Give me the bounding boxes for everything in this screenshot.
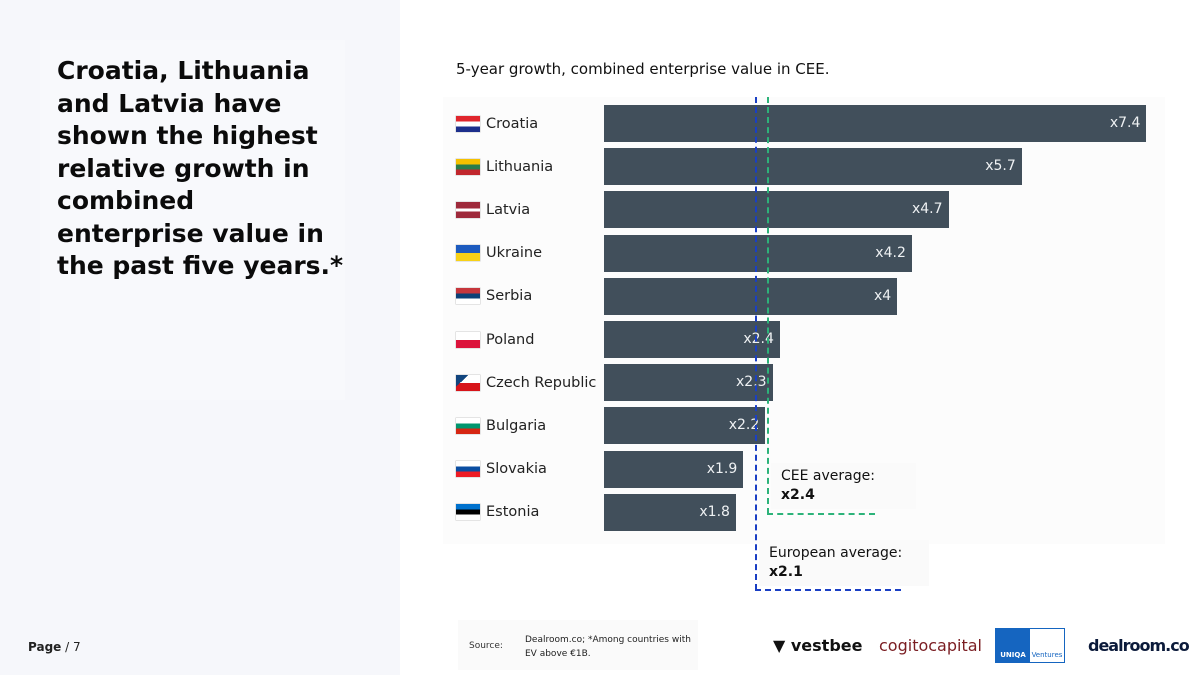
category-label: Czech Republic xyxy=(456,364,596,401)
data-label: x4.7 xyxy=(911,201,943,218)
bar: x7.4 xyxy=(604,105,1147,142)
cee-average-value: x2.4 xyxy=(781,487,815,503)
category-label: Serbia xyxy=(456,278,532,315)
serbia-flag-icon xyxy=(456,288,480,305)
latvia-flag-icon xyxy=(456,201,480,218)
uniqa-ventures-logo: UNIQA Ventures xyxy=(995,628,1065,663)
category-label: Slovakia xyxy=(456,451,547,488)
category-label: Lithuania xyxy=(456,148,553,185)
european-average-title: European average: xyxy=(769,545,903,561)
category-label: Latvia xyxy=(456,191,530,228)
category-name: Slovakia xyxy=(486,461,547,478)
cee-average-connector xyxy=(767,513,875,515)
bar: x2.4 xyxy=(604,321,780,358)
category-label: Poland xyxy=(456,321,534,358)
headline-card xyxy=(40,40,345,400)
bar: x4.7 xyxy=(604,191,949,229)
ukraine-flag-icon xyxy=(456,245,480,262)
data-label: x5.7 xyxy=(985,158,1016,175)
headline: Croatia, Lithuania and Latvia have shown… xyxy=(57,56,344,280)
estonia-flag-icon xyxy=(456,504,480,521)
category-name: Lithuania xyxy=(486,158,554,175)
category-name: Estonia xyxy=(486,504,540,521)
vestbee-logo: ▼ vestbee xyxy=(773,636,863,655)
page-number: / 7 xyxy=(65,640,81,654)
european-average-line xyxy=(755,97,757,590)
category-label: Ukraine xyxy=(456,235,542,272)
slovakia-flag-icon xyxy=(456,461,480,478)
data-label: x4.2 xyxy=(875,244,906,261)
category-name: Serbia xyxy=(486,288,533,305)
data-label: x4 xyxy=(873,287,892,304)
data-label: x1.8 xyxy=(699,503,730,520)
european-average-value: x2.1 xyxy=(769,564,803,580)
czech-flag-icon xyxy=(456,374,480,391)
data-label: x1.9 xyxy=(706,460,738,477)
category-label: Estonia xyxy=(456,494,539,531)
category-label: Bulgaria xyxy=(456,407,546,444)
dealroom-logo: dealroom.co xyxy=(1088,636,1190,655)
source-box xyxy=(458,620,698,670)
source-text: Dealroom.co; *Among countries with EV ab… xyxy=(525,635,691,659)
page-indicator: Page / 7 xyxy=(28,640,81,654)
category-name: Czech Republic xyxy=(486,374,597,391)
category-name: Croatia xyxy=(486,115,539,132)
bar: x2.3 xyxy=(604,364,773,402)
page-label: Page xyxy=(28,640,62,654)
bulgaria-flag-icon xyxy=(456,417,480,434)
category-name: Poland xyxy=(486,331,535,348)
bar: x5.7 xyxy=(604,148,1022,186)
bar: x2.2 xyxy=(604,407,766,445)
category-label: Croatia xyxy=(456,105,538,142)
data-label: x2.2 xyxy=(728,417,760,434)
lithuania-flag-icon xyxy=(456,158,480,175)
cogitocapital-logo: cogitocapital xyxy=(879,636,982,655)
data-label: x7.4 xyxy=(1109,115,1141,131)
category-name: Ukraine xyxy=(486,245,542,262)
chart-title: 5-year growth, combined enterprise value… xyxy=(456,60,830,78)
source-label: Source: xyxy=(469,641,503,651)
poland-flag-icon xyxy=(456,331,480,348)
croatia-flag-icon xyxy=(456,115,480,132)
bar: x1.8 xyxy=(604,493,736,531)
cee-average-title: CEE average: xyxy=(781,468,875,484)
data-label: x2.4 xyxy=(743,331,774,347)
cee-average-label: CEE average: x2.4 xyxy=(771,463,916,509)
data-label: x2.3 xyxy=(736,374,767,391)
bar: x4.2 xyxy=(604,234,912,272)
category-name: Bulgaria xyxy=(486,417,547,434)
bar: x1.9 xyxy=(604,450,744,488)
european-average-label: European average: x2.1 xyxy=(759,540,929,586)
european-average-connector xyxy=(755,589,901,591)
category-name: Latvia xyxy=(486,201,531,218)
cee-average-line xyxy=(767,97,769,514)
bar: x4 xyxy=(604,277,898,315)
